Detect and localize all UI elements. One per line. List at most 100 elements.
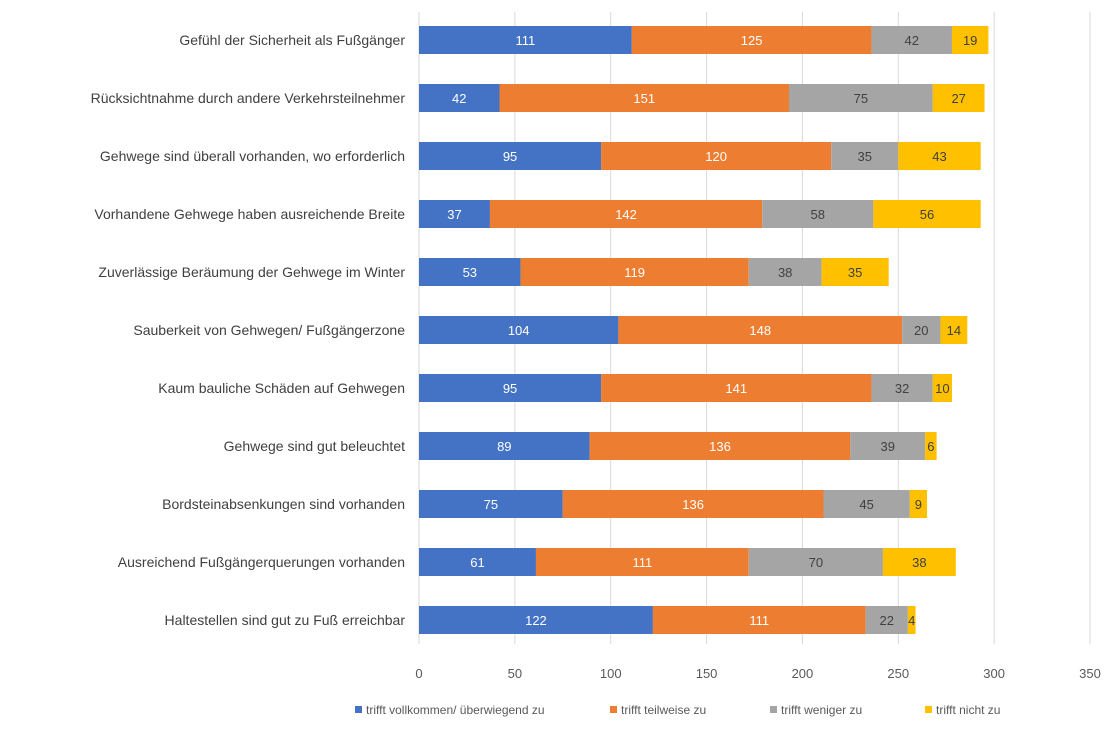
data-label: 14 xyxy=(947,323,961,338)
category-label: Gefühl der Sicherheit als Fußgänger xyxy=(179,32,405,48)
data-label: 4 xyxy=(908,613,915,628)
data-label: 43 xyxy=(932,149,946,164)
bar-segment xyxy=(831,142,899,170)
data-label: 20 xyxy=(914,323,928,338)
legend-label: trifft weniger zu xyxy=(781,703,862,717)
bar-segment xyxy=(419,142,602,170)
legend: trifft vollkommen/ überwiegend zu trifft … xyxy=(355,703,1000,717)
data-label: 38 xyxy=(778,265,792,280)
bar-segment xyxy=(865,606,908,634)
bar-segment xyxy=(601,142,832,170)
data-label: 95 xyxy=(503,381,517,396)
category-label: Ausreichend Fußgängerquerungen vorhanden xyxy=(118,554,405,570)
legend-swatch xyxy=(610,706,617,713)
bar-segment xyxy=(882,548,956,576)
bar-segment xyxy=(907,606,916,634)
bar-segment xyxy=(419,374,602,402)
category-label: Vorhandene Gehwege haben ausreichende Br… xyxy=(94,206,405,222)
data-label: 104 xyxy=(508,323,530,338)
category-labels: Gefühl der Sicherheit als Fußgänger Rücks… xyxy=(91,32,406,628)
data-label: 136 xyxy=(682,497,704,512)
bar-segment xyxy=(902,316,941,344)
legend-swatch xyxy=(355,706,362,713)
data-label: 95 xyxy=(503,149,517,164)
category-label: Sauberkeit von Gehwegen/ Fußgängerzone xyxy=(133,322,405,338)
data-label: 61 xyxy=(470,555,484,570)
data-label: 9 xyxy=(915,497,922,512)
bar-segment xyxy=(898,142,981,170)
data-label: 22 xyxy=(880,613,894,628)
bar-segment xyxy=(589,432,851,460)
legend-label: trifft vollkommen/ überwiegend zu xyxy=(366,703,545,717)
bar-segment xyxy=(535,548,749,576)
category-label: Haltestellen sind gut zu Fuß erreichbar xyxy=(165,612,406,628)
data-label: 35 xyxy=(858,149,872,164)
bar-segment xyxy=(871,374,933,402)
bar-segment xyxy=(821,258,889,286)
category-label: Gehwege sind gut beleuchtet xyxy=(224,438,405,454)
data-label: 142 xyxy=(615,207,637,222)
bar-segment xyxy=(489,200,763,228)
data-label: 120 xyxy=(705,149,727,164)
bar-segment xyxy=(850,432,926,460)
bar-segment xyxy=(909,490,928,518)
data-label: 42 xyxy=(452,91,466,106)
data-label: 75 xyxy=(484,497,498,512)
category-label: Kaum bauliche Schäden auf Gehwegen xyxy=(158,380,405,396)
bar-segment xyxy=(748,258,822,286)
bar-segment xyxy=(562,490,824,518)
data-label: 39 xyxy=(881,439,895,454)
category-label: Zuverlässige Beräumung der Gehwege im Wi… xyxy=(98,264,405,280)
bar-segment xyxy=(652,606,866,634)
data-label: 111 xyxy=(749,613,769,628)
bar-segment xyxy=(631,26,872,54)
bar-segment xyxy=(823,490,910,518)
legend-label: trifft teilweise zu xyxy=(621,703,706,717)
x-tick-label: 100 xyxy=(600,666,622,681)
bar-segment xyxy=(951,26,989,54)
data-label: 151 xyxy=(633,91,655,106)
data-label: 10 xyxy=(935,381,949,396)
data-label: 27 xyxy=(951,91,965,106)
x-tick-label: 50 xyxy=(508,666,522,681)
data-label: 19 xyxy=(963,33,977,48)
x-tick-label: 200 xyxy=(792,666,814,681)
data-label: 122 xyxy=(525,613,547,628)
bar-segment xyxy=(419,26,632,54)
x-tick-label: 250 xyxy=(887,666,909,681)
legend-swatch xyxy=(770,706,777,713)
bar-segment xyxy=(520,258,749,286)
category-label: Rücksichtnahme durch andere Verkehrsteil… xyxy=(91,90,406,106)
data-label: 136 xyxy=(709,439,731,454)
data-label: 119 xyxy=(624,265,645,280)
data-label: 56 xyxy=(920,207,934,222)
data-label: 32 xyxy=(895,381,909,396)
data-label: 45 xyxy=(859,497,873,512)
data-label: 148 xyxy=(749,323,771,338)
bar-segment xyxy=(940,316,968,344)
x-tick-label: 150 xyxy=(696,666,718,681)
bar-segment xyxy=(419,490,563,518)
x-tick-label: 350 xyxy=(1079,666,1101,681)
bar-segment xyxy=(419,316,619,344)
bar-segment xyxy=(419,548,536,576)
bar-segment xyxy=(419,200,490,228)
data-label: 111 xyxy=(516,33,536,48)
data-label: 70 xyxy=(809,555,823,570)
category-label: Gehwege sind überall vorhanden, wo erfor… xyxy=(100,148,405,164)
bar-segment xyxy=(419,84,500,112)
category-label: Bordsteinabsenkungen sind vorhanden xyxy=(162,496,405,512)
bar-segment xyxy=(601,374,872,402)
bar-segment xyxy=(419,606,653,634)
data-label: 141 xyxy=(725,381,747,396)
legend-label: trifft nicht zu xyxy=(936,703,1000,717)
bar-segment xyxy=(419,432,590,460)
data-label: 6 xyxy=(927,439,934,454)
data-label: 75 xyxy=(854,91,868,106)
data-label: 53 xyxy=(463,265,477,280)
bar-segment xyxy=(871,26,952,54)
data-label: 111 xyxy=(632,555,652,570)
data-label: 42 xyxy=(904,33,918,48)
